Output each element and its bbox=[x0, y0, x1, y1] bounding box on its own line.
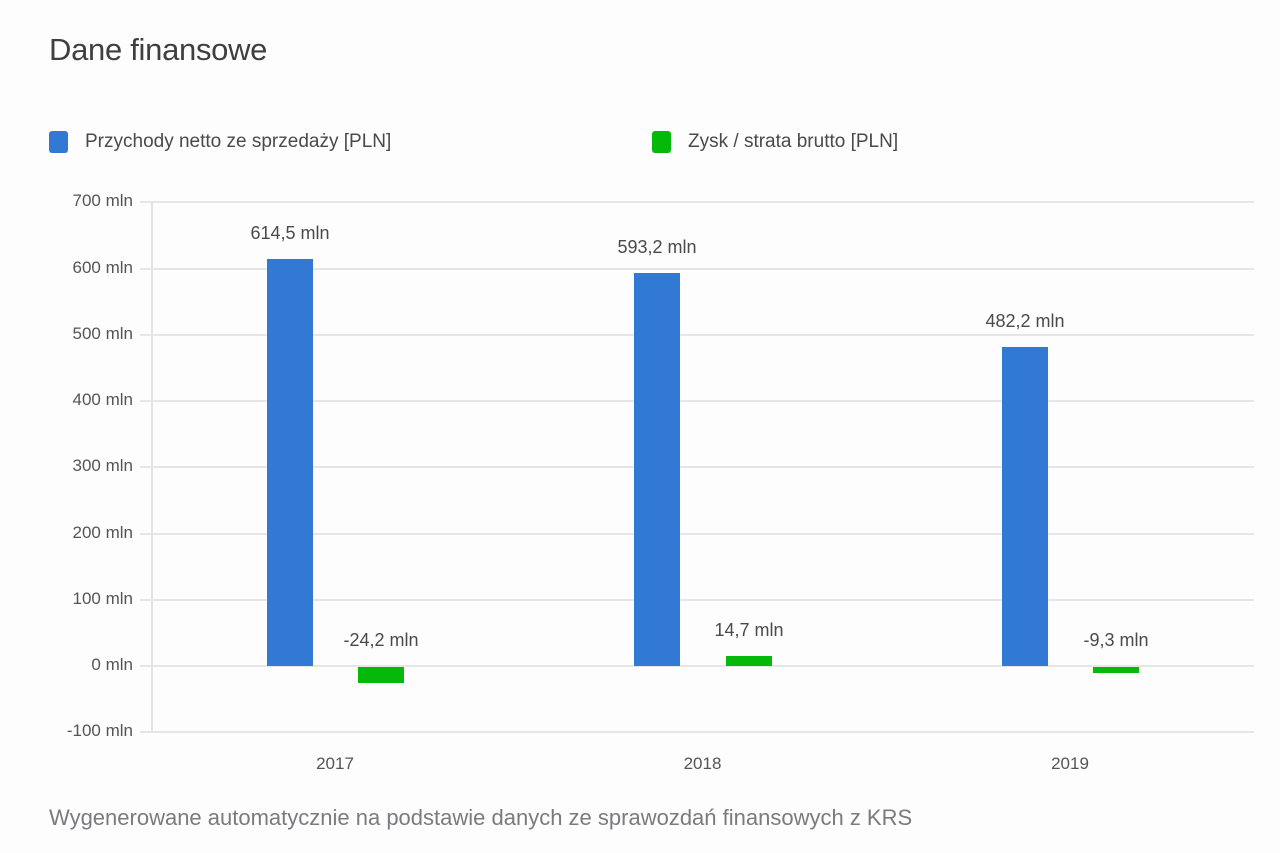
gridline bbox=[140, 201, 1254, 204]
legend-label-revenue: Przychody netto ze sprzedaży [PLN] bbox=[85, 131, 392, 152]
legend-label-profit: Zysk / strata brutto [PLN] bbox=[688, 131, 899, 152]
y-axis-tick-label: 500 mln bbox=[72, 323, 133, 343]
gridline bbox=[140, 267, 1254, 270]
profit-value-label: -24,2 mln bbox=[343, 630, 419, 650]
y-axis-tick-label: 100 mln bbox=[72, 588, 133, 608]
legend-item-profit[interactable]: Zysk / strata brutto [PLN] bbox=[652, 131, 898, 153]
gridline bbox=[140, 466, 1254, 469]
profit-value-label: 14,7 mln bbox=[714, 620, 784, 641]
x-axis-tick-label: 2017 bbox=[316, 754, 354, 773]
y-axis-tick-label: 400 mln bbox=[72, 390, 133, 409]
revenue-value-label: 614,5 mln bbox=[250, 222, 330, 243]
profit-bar[interactable] bbox=[726, 656, 772, 666]
gridline bbox=[140, 731, 1254, 734]
revenue-value-label: 593,2 mln bbox=[617, 237, 697, 257]
y-axis-tick-label: 0 mln bbox=[91, 655, 133, 674]
legend-swatch-profit-icon bbox=[652, 131, 671, 153]
profit-bar[interactable] bbox=[1093, 667, 1139, 674]
y-axis-tick-label: 600 mln bbox=[72, 257, 133, 277]
y-axis-line bbox=[151, 201, 153, 734]
section-title: Dane finansowe bbox=[49, 32, 268, 67]
footer-note: Wygenerowane automatycznie na podstawie … bbox=[49, 805, 913, 830]
y-axis-tick-label: 300 mln bbox=[72, 456, 133, 476]
y-axis-tick-label: 700 mln bbox=[72, 191, 133, 211]
gridline bbox=[140, 333, 1254, 336]
gridline bbox=[140, 665, 1254, 667]
y-axis-tick-label: 200 mln bbox=[72, 522, 133, 542]
profit-bar[interactable] bbox=[358, 667, 404, 684]
legend-item-revenue[interactable]: Przychody netto ze sprzedaży [PLN] bbox=[49, 131, 391, 153]
gridline bbox=[140, 400, 1254, 402]
profit-value-label: -9,3 mln bbox=[1083, 630, 1149, 650]
revenue-bar[interactable] bbox=[1002, 346, 1048, 666]
x-axis-tick-label: 2018 bbox=[683, 754, 722, 773]
gridline bbox=[140, 532, 1254, 535]
legend-swatch-revenue-icon bbox=[49, 131, 68, 153]
revenue-bar[interactable] bbox=[267, 258, 313, 666]
revenue-bar[interactable] bbox=[634, 273, 680, 666]
gridline bbox=[140, 598, 1254, 601]
y-axis-tick-label: -100 mln bbox=[66, 721, 133, 741]
revenue-value-label: 482,2 mln bbox=[985, 310, 1065, 331]
x-axis-tick-label: 2019 bbox=[1051, 754, 1089, 773]
